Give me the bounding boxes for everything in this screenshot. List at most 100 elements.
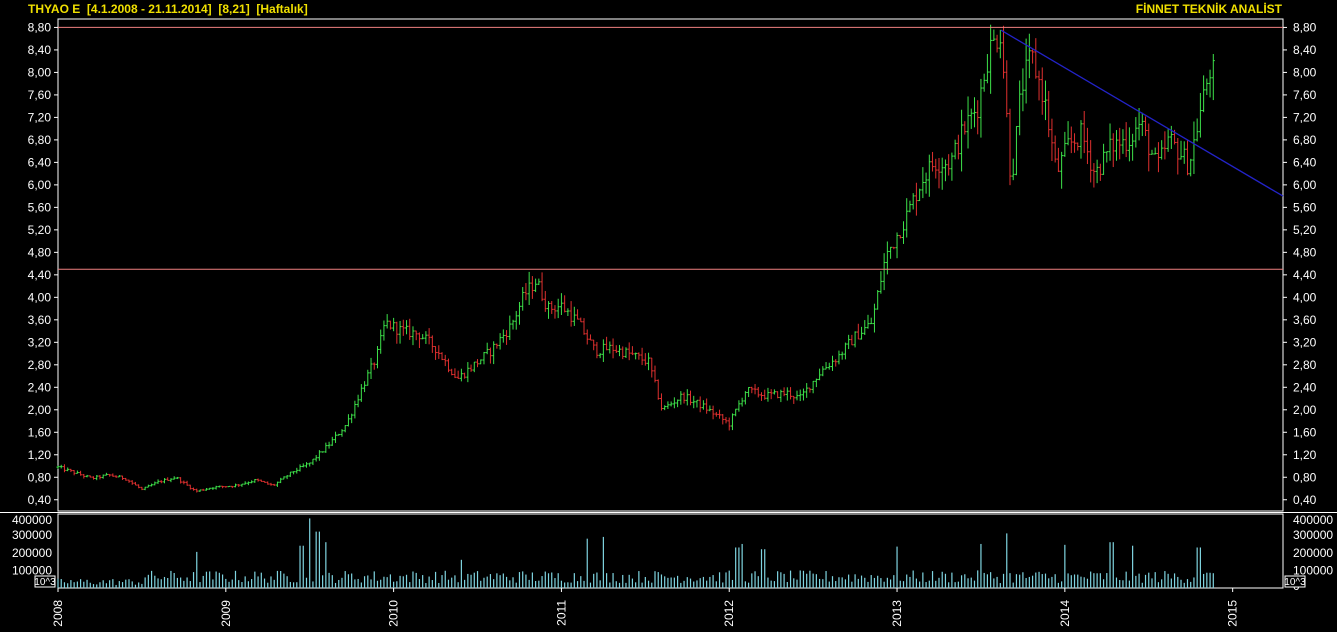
price-candle xyxy=(1144,116,1148,137)
price-candle xyxy=(808,387,812,393)
price-candle xyxy=(837,350,841,365)
chart-header-title: THYAO E [4.1.2008 - 21.11.2014] [8,21] [… xyxy=(28,2,308,16)
chart-frame xyxy=(0,18,1337,589)
price-candle xyxy=(985,54,989,84)
price-candle xyxy=(682,392,686,404)
price-candle xyxy=(950,152,954,181)
price-candle xyxy=(537,278,541,286)
price-candle xyxy=(559,293,563,315)
price-candle xyxy=(1124,122,1128,158)
volume-bar xyxy=(1170,578,1172,588)
volume-panel-border xyxy=(57,513,1284,589)
volume-bar xyxy=(1151,578,1153,588)
price-candle xyxy=(563,295,567,313)
volume-bar xyxy=(176,577,179,588)
volume-bar xyxy=(718,572,721,588)
price-candle xyxy=(221,485,225,489)
price-candle xyxy=(914,182,918,216)
volume-bar xyxy=(218,572,220,588)
price-candle xyxy=(934,158,938,179)
volume-bar xyxy=(315,531,317,588)
volume-bar xyxy=(576,581,579,588)
volume-bar xyxy=(544,571,546,588)
price-candle xyxy=(579,317,583,323)
price-candle xyxy=(814,378,818,388)
price-tick-label-left: 8,00 xyxy=(28,65,52,79)
volume-bar xyxy=(706,580,708,588)
volume-bar xyxy=(1144,574,1147,588)
price-candle xyxy=(547,301,551,319)
price-candle xyxy=(834,359,838,367)
volume-bar xyxy=(712,575,714,588)
price-candle xyxy=(614,345,618,353)
volume-bar xyxy=(67,583,69,588)
volume-bar xyxy=(444,570,446,588)
volume-bar xyxy=(654,571,656,588)
price-candle xyxy=(727,417,731,431)
volume-bar xyxy=(1122,580,1124,588)
volume-bar xyxy=(570,582,572,588)
volume-bar xyxy=(1180,579,1182,588)
price-candle xyxy=(1008,108,1012,186)
price-candle xyxy=(1121,129,1125,154)
volume-bar xyxy=(612,573,614,588)
volume-bar xyxy=(286,576,288,588)
price-candle xyxy=(469,364,473,372)
volume-bar xyxy=(1012,582,1014,588)
price-candle xyxy=(1189,158,1193,177)
price-candle xyxy=(576,309,580,320)
volume-bar xyxy=(1028,576,1030,588)
volume-bar xyxy=(386,577,388,588)
price-candle xyxy=(821,366,825,377)
price-candle xyxy=(204,487,208,491)
volume-bar xyxy=(1141,582,1143,588)
volume-bar xyxy=(273,579,275,588)
price-candle xyxy=(1150,149,1154,155)
volume-bar xyxy=(189,581,191,588)
volume-bar xyxy=(138,582,140,588)
volume-bar xyxy=(380,579,382,588)
price-candle xyxy=(1105,151,1109,163)
volume-bar xyxy=(915,578,918,588)
volume-bar xyxy=(396,581,398,588)
price-candle xyxy=(485,342,489,355)
volume-bar xyxy=(1015,574,1018,588)
volume-bar xyxy=(1206,572,1208,588)
volume-bar xyxy=(360,582,362,588)
volume-bar xyxy=(1031,575,1034,588)
volume-bar xyxy=(502,573,504,588)
price-candle xyxy=(272,483,276,486)
volume-bar xyxy=(1086,578,1089,588)
volume-bar xyxy=(221,574,224,588)
volume-bar xyxy=(267,582,269,588)
price-panel-border xyxy=(57,18,1284,512)
price-candle xyxy=(824,362,828,370)
volume-bar xyxy=(586,538,588,588)
volume-bar xyxy=(515,582,517,588)
volume-bar xyxy=(412,571,414,588)
scale-tag-box xyxy=(1284,575,1306,588)
volume-bar xyxy=(751,573,753,588)
volume-bar xyxy=(105,583,108,588)
volume-bar xyxy=(131,581,133,588)
volume-bar xyxy=(192,572,195,588)
price-candle xyxy=(998,29,1002,59)
volume-bar xyxy=(925,582,927,588)
price-candle xyxy=(479,359,483,365)
price-candle xyxy=(995,34,999,53)
volume-bar xyxy=(57,578,59,588)
price-candle xyxy=(440,352,444,361)
volume-bar xyxy=(683,580,685,588)
price-candle xyxy=(1031,49,1035,64)
price-candle xyxy=(388,320,392,330)
price-candle xyxy=(1163,131,1167,160)
price-candle xyxy=(343,425,347,433)
price-candle xyxy=(121,475,125,481)
volume-bar xyxy=(738,547,740,588)
scale-tag-label: 10^3 xyxy=(34,577,56,588)
price-candle xyxy=(1050,118,1054,161)
volume-bar xyxy=(522,571,524,588)
price-candle xyxy=(743,391,747,405)
price-candle xyxy=(359,384,363,402)
price-candle xyxy=(476,359,480,368)
